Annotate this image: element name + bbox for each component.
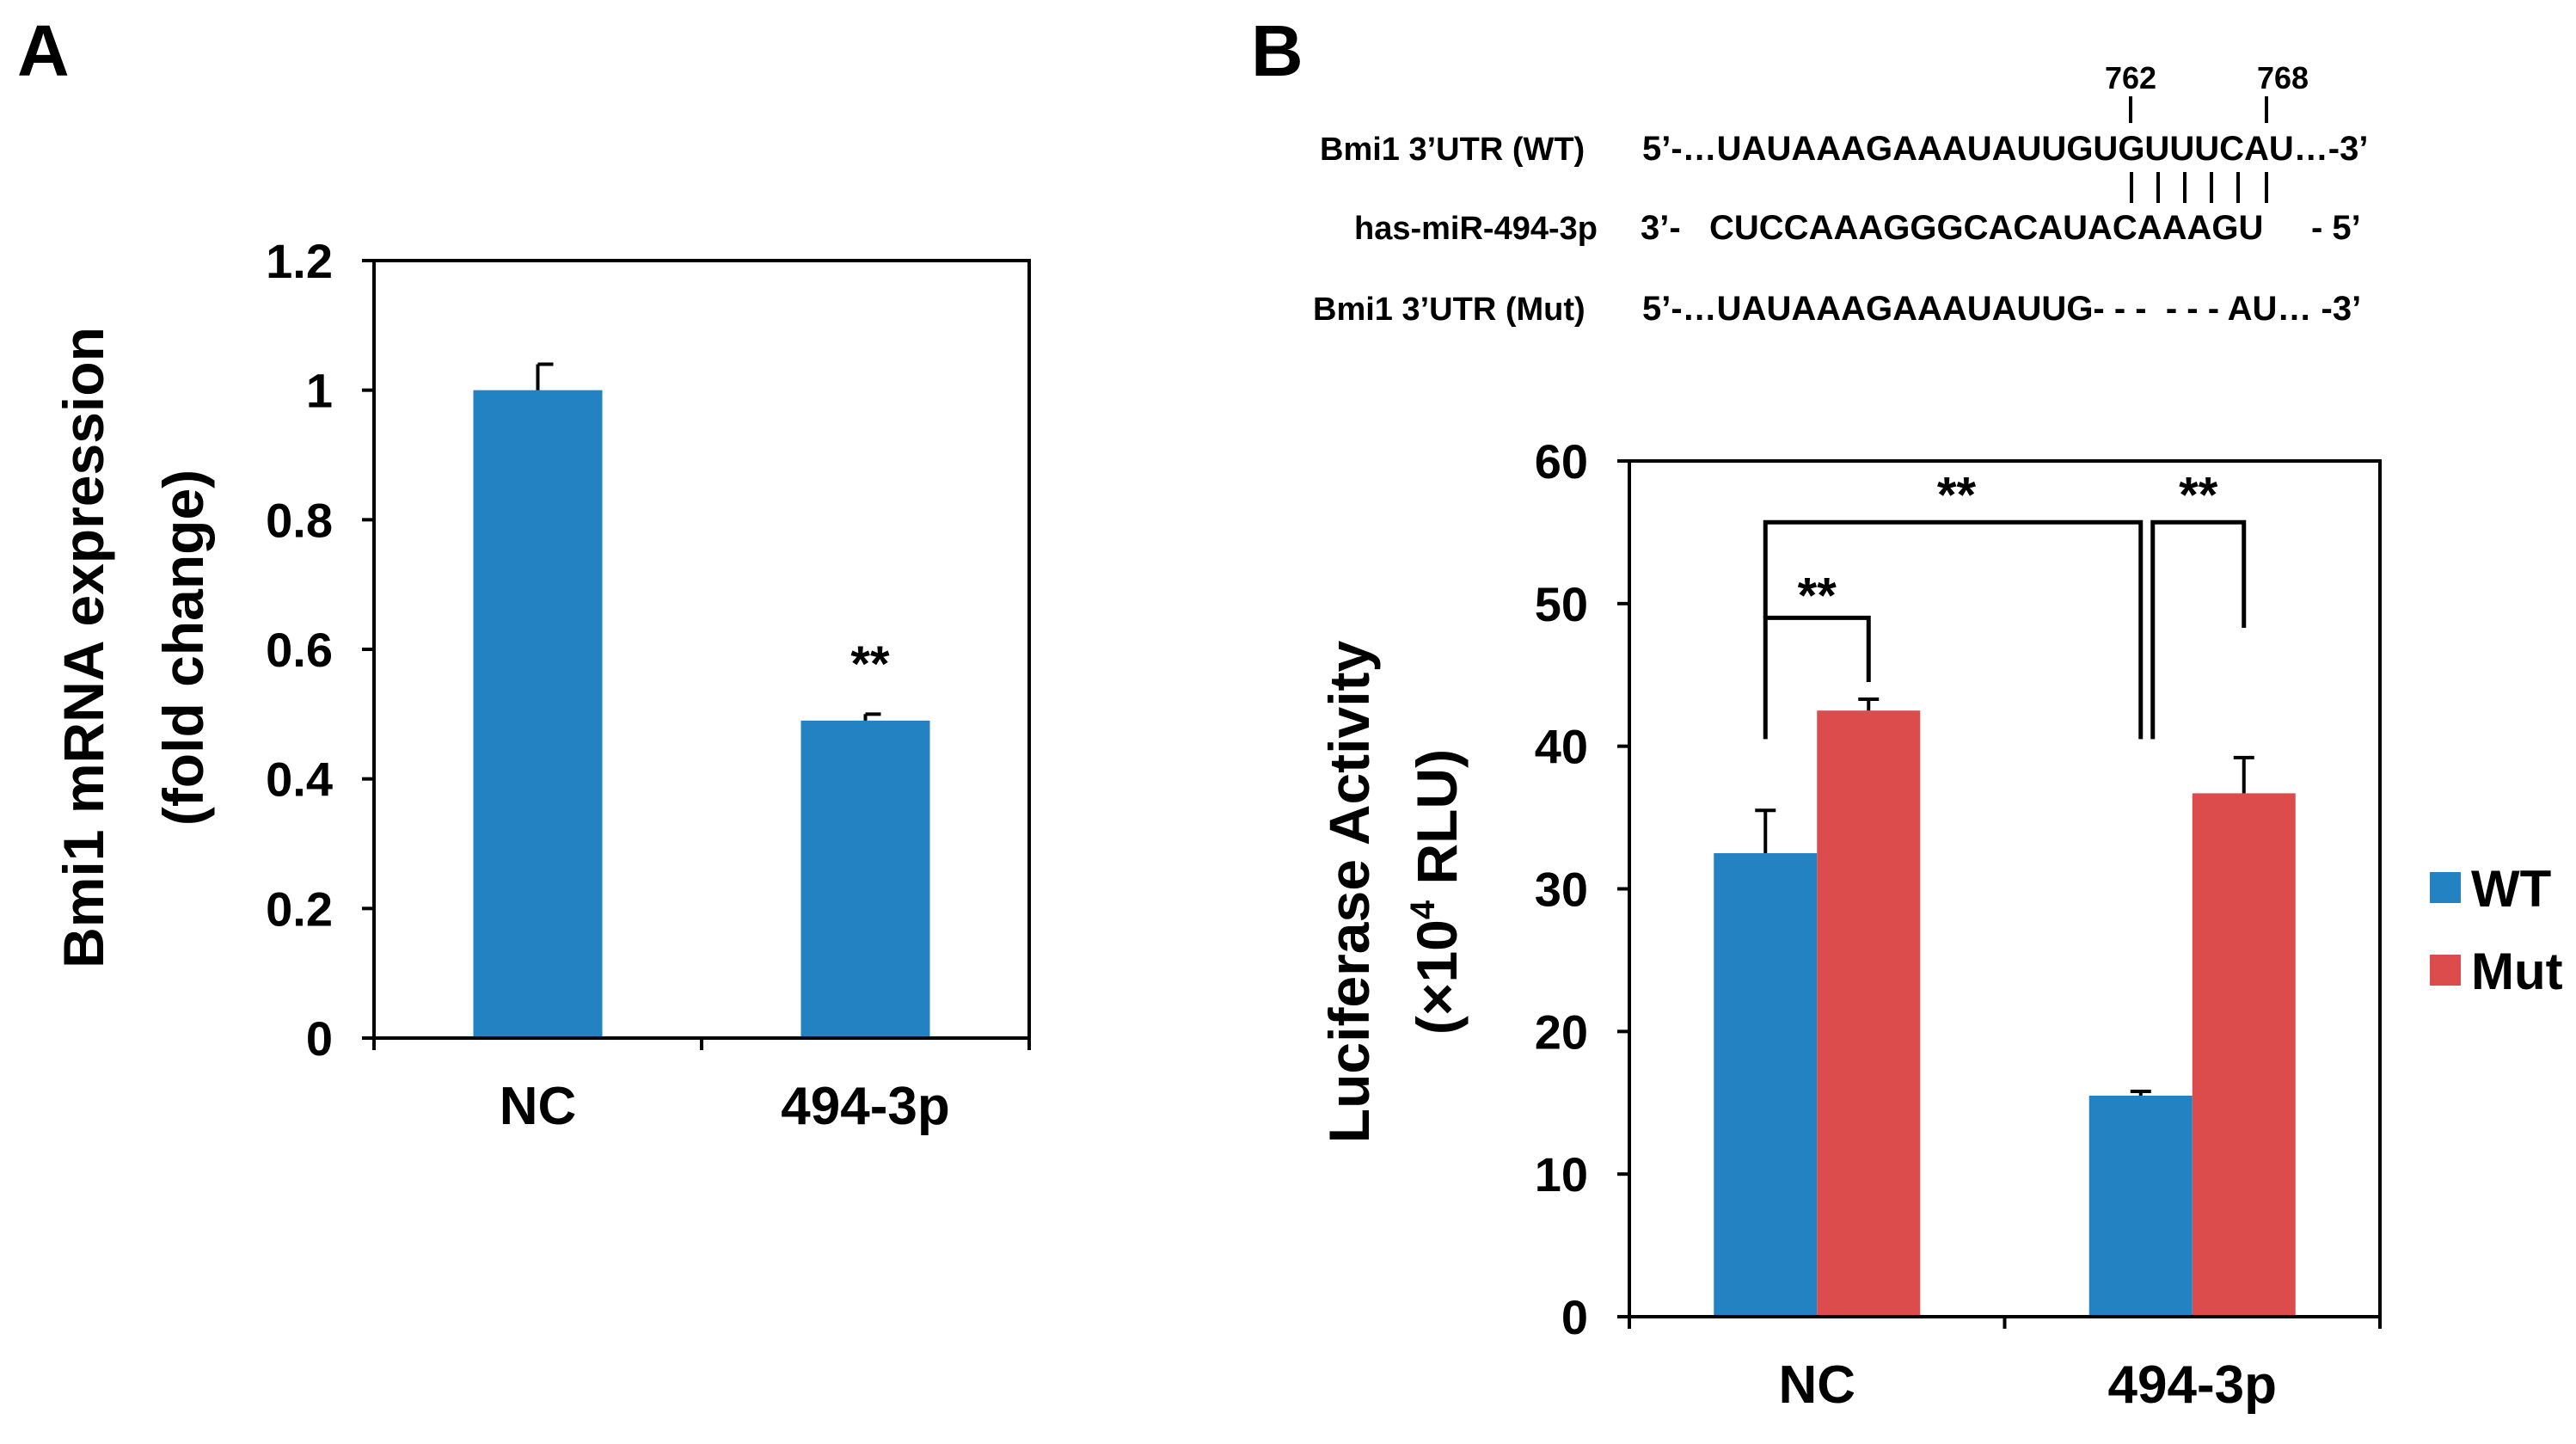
ylabel2-post: RLU) [1405, 749, 1469, 900]
chart-a-frame [372, 259, 1031, 1040]
chart-a-ytick-label: 1.2 [266, 234, 333, 288]
chart-a-bar-494-3p [800, 720, 930, 1038]
mut-utr-label: Bmi1 3’UTR (Mut) [1313, 292, 1585, 328]
chart-a: 0 0.2 0.4 0.6 0.8 1 1.2 NC 494-3p Bmi1 mRNA expr… [52, 234, 1031, 1136]
chart-b-bar-Mut-494-3p [2192, 793, 2296, 1317]
chart-a-bar-NC [473, 390, 603, 1039]
chart-a-annotation: ** [850, 636, 890, 692]
chart-a-category-label: 494-3p [781, 1077, 949, 1136]
chart-b-ytick-label: 30 [1535, 863, 1588, 917]
legend-swatch-WT [2430, 872, 2461, 903]
legend-swatch-Mut [2430, 955, 2461, 986]
position-768: 768 [2257, 60, 2309, 95]
chart-a-ytick-label: 1 [306, 364, 333, 418]
chart-a-ytick-label: 0.8 [266, 493, 333, 547]
position-762: 762 [2105, 60, 2156, 95]
chart-b-ytick-label: 60 [1535, 434, 1588, 489]
chart-a-ytick-label: 0.4 [266, 753, 333, 807]
chart-b-ytick-label: 40 [1535, 720, 1588, 774]
panel-b-label: B [1251, 10, 1303, 91]
sequence-alignment: 762 768 Bmi1 3’UTR (WT) 5’-…UAUAAAGAAAUA… [1313, 60, 2368, 328]
mut-utr-sequence: 5’-…UAUAAAGAAAUAUUG- - - - - - AU… -3’ [1642, 290, 2361, 328]
wt-utr-label: Bmi1 3’UTR (WT) [1320, 132, 1585, 168]
mir-sequence: 3’- CUCCAAAGGGCACAUACAAAGU - 5’ [1641, 209, 2361, 247]
legend-label-WT: WT [2471, 860, 2551, 918]
wt-utr-sequence: 5’-…UAUAAAGAAAUAUUGUGUUUCAU…-3’ [1642, 130, 2368, 168]
bracket-label: ** [1937, 467, 1977, 523]
mir-label: has-miR-494-3p [1354, 211, 1598, 247]
chart-b-ytick-label: 0 [1561, 1290, 1588, 1344]
chart-b-ytick-label: 20 [1535, 1005, 1588, 1059]
chart-b-category-label: 494-3p [2108, 1355, 2277, 1415]
bracket-label: ** [2179, 467, 2218, 523]
chart-a-ytick-label: 0.6 [266, 623, 333, 677]
base-pairing-lines [2130, 172, 2268, 203]
significance-brackets: ** ** ** [1763, 467, 2247, 740]
chart-a-ylabel-2: (fold change) [151, 470, 215, 826]
chart-a-ytick-label: 0 [306, 1011, 333, 1066]
chart-b-category-label: NC [1778, 1355, 1855, 1415]
legend: WT Mut [2430, 860, 2563, 1000]
chart-b: 0 10 20 30 40 50 60 NC 494-3p ** ** ** Luciferase … [1317, 434, 2563, 1415]
chart-b-bar-WT-494-3p [2088, 1095, 2193, 1317]
bracket-wt-nc-vs-494 [1763, 519, 2144, 740]
chart-a-category-label: NC [500, 1077, 577, 1136]
chart-b-ylabel: Luciferase Activity [1317, 640, 1381, 1143]
legend-label-Mut: Mut [2471, 943, 2563, 1000]
bracket-494-wt-vs-mut [2150, 519, 2247, 740]
panel-a-label: A [17, 10, 70, 91]
chart-a-ylabel: Bmi1 mRNA expression [52, 327, 115, 968]
chart-b-bar-Mut-NC [1817, 710, 1921, 1317]
chart-a-ytick-label: 0.2 [266, 882, 333, 936]
chart-b-ytick-label: 10 [1535, 1147, 1588, 1201]
chart-b-ylabel-2: (×104 RLU) [1404, 749, 1469, 1035]
bracket-label: ** [1798, 568, 1837, 624]
chart-b-bar-WT-NC [1714, 853, 1818, 1317]
bracket-nc-wt-vs-mut [1763, 615, 1871, 740]
chart-b-ytick-label: 50 [1535, 577, 1588, 631]
ylabel2-sup: 4 [1404, 900, 1442, 919]
ylabel2-pre: (×10 [1405, 919, 1469, 1035]
